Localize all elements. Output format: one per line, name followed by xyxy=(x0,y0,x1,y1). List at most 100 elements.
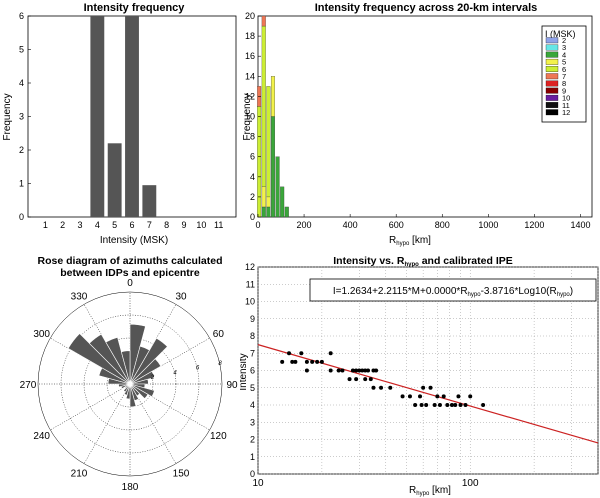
data-point xyxy=(350,368,355,373)
legend-swatch xyxy=(545,37,559,44)
rose-sector xyxy=(88,333,131,385)
data-point xyxy=(374,368,379,373)
data-point xyxy=(360,368,365,373)
data-point xyxy=(304,359,309,364)
data-point xyxy=(418,394,423,399)
legend-swatch xyxy=(545,94,559,101)
legend-swatch xyxy=(545,80,559,87)
stacked-bar-segment xyxy=(266,206,271,218)
rose-sector xyxy=(129,337,168,385)
data-point xyxy=(407,394,412,399)
legend-label: 8 xyxy=(562,79,566,88)
data-point xyxy=(456,394,461,399)
y-tick-label: 14 xyxy=(245,71,255,81)
data-point xyxy=(354,368,359,373)
legend-label: 5 xyxy=(562,58,566,67)
y-tick-label: 20 xyxy=(245,11,255,21)
y-tick-label: 8 xyxy=(250,331,255,341)
interval-frequency-chart: Intensity frequency across 20-km interva… xyxy=(242,2,593,247)
x-axis-label: Rhypo [km] xyxy=(389,235,431,247)
legend-swatch xyxy=(545,87,559,94)
data-point xyxy=(354,377,359,382)
angle-label: 180 xyxy=(122,482,139,493)
chart-title-line1: Rose diagram of azimuths calculated xyxy=(38,255,223,267)
y-tick-label: 8 xyxy=(250,132,255,142)
y-tick-label: 2 xyxy=(250,192,255,202)
data-point xyxy=(458,403,463,407)
radial-label: 6 xyxy=(196,366,200,372)
y-tick-label: 5 xyxy=(19,45,24,55)
x-tick-label: 9 xyxy=(181,220,186,230)
angle-label: 300 xyxy=(33,329,50,340)
x-tick-label: 3 xyxy=(77,220,82,230)
x-tick-label: 1200 xyxy=(524,220,544,230)
stacked-bar-segment xyxy=(266,196,271,208)
y-tick-label: 5 xyxy=(250,383,255,393)
data-point xyxy=(463,403,468,407)
angle-label: 30 xyxy=(175,292,187,303)
y-tick-label: 6 xyxy=(19,11,24,21)
rose-sector xyxy=(129,383,149,400)
legend-swatch xyxy=(545,44,559,51)
x-tick-label: 4 xyxy=(95,220,100,230)
legend-swatch xyxy=(545,58,559,65)
data-point xyxy=(441,394,446,399)
y-tick-label: 11 xyxy=(246,279,255,289)
y-axis-label: Intensity xyxy=(240,353,249,390)
intensity-frequency-chart: Intensity frequency 1 2 3 4 5 6 7 8 9 10 11 0 1 2 3 4 5 6… xyxy=(2,2,237,246)
rose-sector xyxy=(105,336,131,385)
y-tick-label: 0 xyxy=(250,469,255,479)
stacked-bar-segment xyxy=(261,25,266,188)
rose-sector xyxy=(67,333,131,385)
legend-label: 4 xyxy=(562,50,566,59)
data-point xyxy=(419,403,424,407)
data-point xyxy=(347,377,352,382)
data-point xyxy=(280,359,285,364)
stacked-bar-segment xyxy=(275,156,280,218)
data-point xyxy=(468,394,473,399)
bar xyxy=(90,16,105,217)
legend-label: 2 xyxy=(562,36,566,45)
ring xyxy=(37,291,223,477)
data-point xyxy=(400,394,405,399)
legend-label: 6 xyxy=(562,65,566,74)
y-tick-label: 16 xyxy=(245,51,255,61)
data-point xyxy=(357,368,362,373)
y-tick-label: 0 xyxy=(19,212,24,222)
y-tick-label: 9 xyxy=(250,314,255,324)
equation-text: I=1.2634+2.2115*M+0.0000*Rhypo-3.8716*Lo… xyxy=(333,286,573,298)
legend-label: 12 xyxy=(562,108,570,117)
x-tick-label: 10 xyxy=(196,220,206,230)
data-point xyxy=(293,359,298,364)
data-point xyxy=(424,403,429,407)
data-point xyxy=(315,359,320,364)
legend-label: 11 xyxy=(562,101,570,110)
x-tick-label: 200 xyxy=(297,220,312,230)
bar xyxy=(142,185,157,217)
x-tick-label: 0 xyxy=(255,220,260,230)
legend-label: 10 xyxy=(562,94,570,103)
data-point xyxy=(421,385,426,390)
angle-label: 240 xyxy=(33,431,50,442)
rose-sector xyxy=(129,370,155,385)
equation-box: I=1.2634+2.2115*M+0.0000*Rhypo-3.8716*Lo… xyxy=(309,278,597,302)
y-tick-label: 0 xyxy=(250,212,255,222)
stacked-bar-segment xyxy=(261,186,266,208)
x-tick-label: 400 xyxy=(343,220,358,230)
radial-label: 2 xyxy=(150,375,155,381)
bar xyxy=(125,16,139,217)
rose-sector xyxy=(129,358,162,385)
angle-label: 60 xyxy=(213,329,225,340)
y-tick-label: 1 xyxy=(19,179,24,189)
x-tick-label: 5 xyxy=(112,220,117,230)
stacked-bar-segment xyxy=(257,106,262,218)
y-tick-label: 3 xyxy=(250,417,255,427)
x-tick-label: 1400 xyxy=(570,220,590,230)
stacked-bar-segment xyxy=(270,116,275,218)
stacked-bar-segment xyxy=(280,186,285,218)
data-point xyxy=(328,368,333,373)
x-tick-label: 800 xyxy=(435,220,450,230)
legend-swatch xyxy=(545,109,559,116)
bar xyxy=(107,143,122,217)
